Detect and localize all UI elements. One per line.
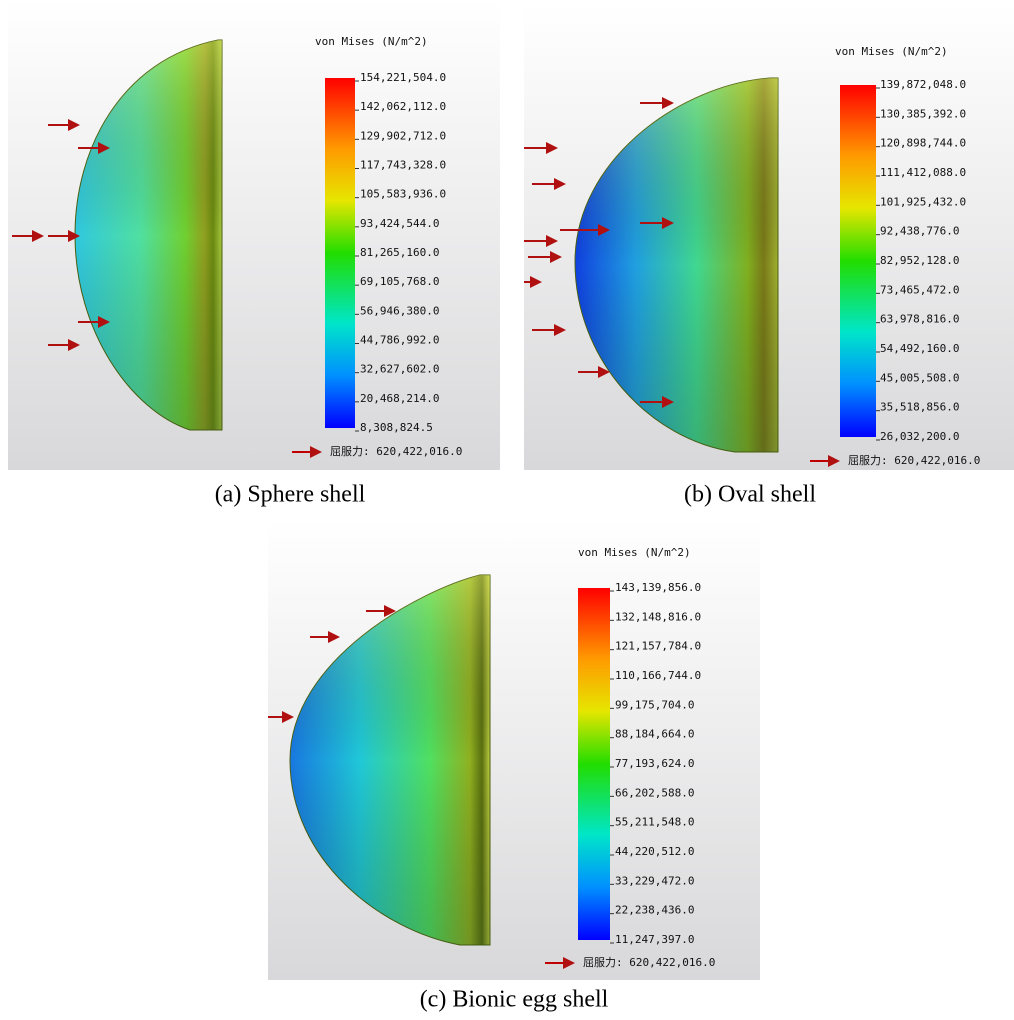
yield-label: 屈服力: 620,422,016.0: [583, 956, 715, 969]
panel: von Mises (N/m^2) 139,872,048.0 130,385,39…: [524, 5, 1014, 508]
color-bar: [840, 85, 876, 437]
tick-label: 88,184,664.0: [615, 728, 694, 741]
tick-label: 120,898,744.0: [880, 137, 966, 150]
caption: (a) Sphere shell: [215, 482, 366, 508]
tick-label: 26,032,200.0: [880, 430, 959, 443]
yield-label: 屈服力: 620,422,016.0: [848, 454, 980, 467]
tick-label: 142,062,112.0: [360, 100, 446, 113]
panel: von Mises (N/m^2) 154,221,504.0 142,062,11…: [8, 0, 500, 508]
tick-label: 92,438,776.0: [880, 225, 959, 238]
tick-label: 99,175,704.0: [615, 698, 694, 711]
tick-label: 44,786,992.0: [360, 334, 439, 347]
tick-label: 32,627,602.0: [360, 363, 439, 376]
color-bar: [578, 588, 610, 940]
tick-label: 63,978,816.0: [880, 313, 959, 326]
legend-title: von Mises (N/m^2): [315, 35, 428, 48]
panel: von Mises (N/m^2) 143,139,856.0 132,148,81…: [268, 520, 760, 1013]
tick-label: 93,424,544.0: [360, 217, 439, 230]
tick-label: 56,946,380.0: [360, 304, 439, 317]
tick-label: 132,148,816.0: [615, 610, 701, 623]
legend-title: von Mises (N/m^2): [578, 546, 691, 559]
legend-title: von Mises (N/m^2): [835, 45, 948, 58]
tick-label: 66,202,588.0: [615, 786, 694, 799]
tick-label: 129,902,712.0: [360, 129, 446, 142]
caption: (b) Oval shell: [684, 482, 816, 508]
tick-label: 81,265,160.0: [360, 246, 439, 259]
tick-label: 139,872,048.0: [880, 78, 966, 91]
figure: von Mises (N/m^2) 154,221,504.0 142,062,11…: [0, 0, 1014, 1020]
tick-label: 45,005,508.0: [880, 371, 959, 384]
tick-label: 8,308,824.5: [360, 421, 433, 434]
tick-label: 111,412,088.0: [880, 166, 966, 179]
tick-label: 82,952,128.0: [880, 254, 959, 267]
tick-label: 33,229,472.0: [615, 874, 694, 887]
tick-label: 20,468,214.0: [360, 392, 439, 405]
color-bar: [325, 78, 355, 428]
tick-label: 44,220,512.0: [615, 845, 694, 858]
tick-label: 77,193,624.0: [615, 757, 694, 770]
tick-label: 35,518,856.0: [880, 401, 959, 414]
tick-label: 117,743,328.0: [360, 159, 446, 172]
tick-label: 130,385,392.0: [880, 107, 966, 120]
tick-label: 73,465,472.0: [880, 283, 959, 296]
yield-label: 屈服力: 620,422,016.0: [330, 445, 462, 458]
caption: (c) Bionic egg shell: [420, 987, 609, 1013]
tick-label: 143,139,856.0: [615, 581, 701, 594]
tick-label: 110,166,744.0: [615, 669, 701, 682]
tick-label: 105,583,936.0: [360, 188, 446, 201]
tick-label: 154,221,504.0: [360, 71, 446, 84]
tick-label: 69,105,768.0: [360, 275, 439, 288]
tick-label: 55,211,548.0: [615, 816, 694, 829]
tick-label: 54,492,160.0: [880, 342, 959, 355]
tick-label: 101,925,432.0: [880, 195, 966, 208]
tick-label: 121,157,784.0: [615, 640, 701, 653]
tick-label: 11,247,397.0: [615, 933, 694, 946]
tick-label: 22,238,436.0: [615, 904, 694, 917]
